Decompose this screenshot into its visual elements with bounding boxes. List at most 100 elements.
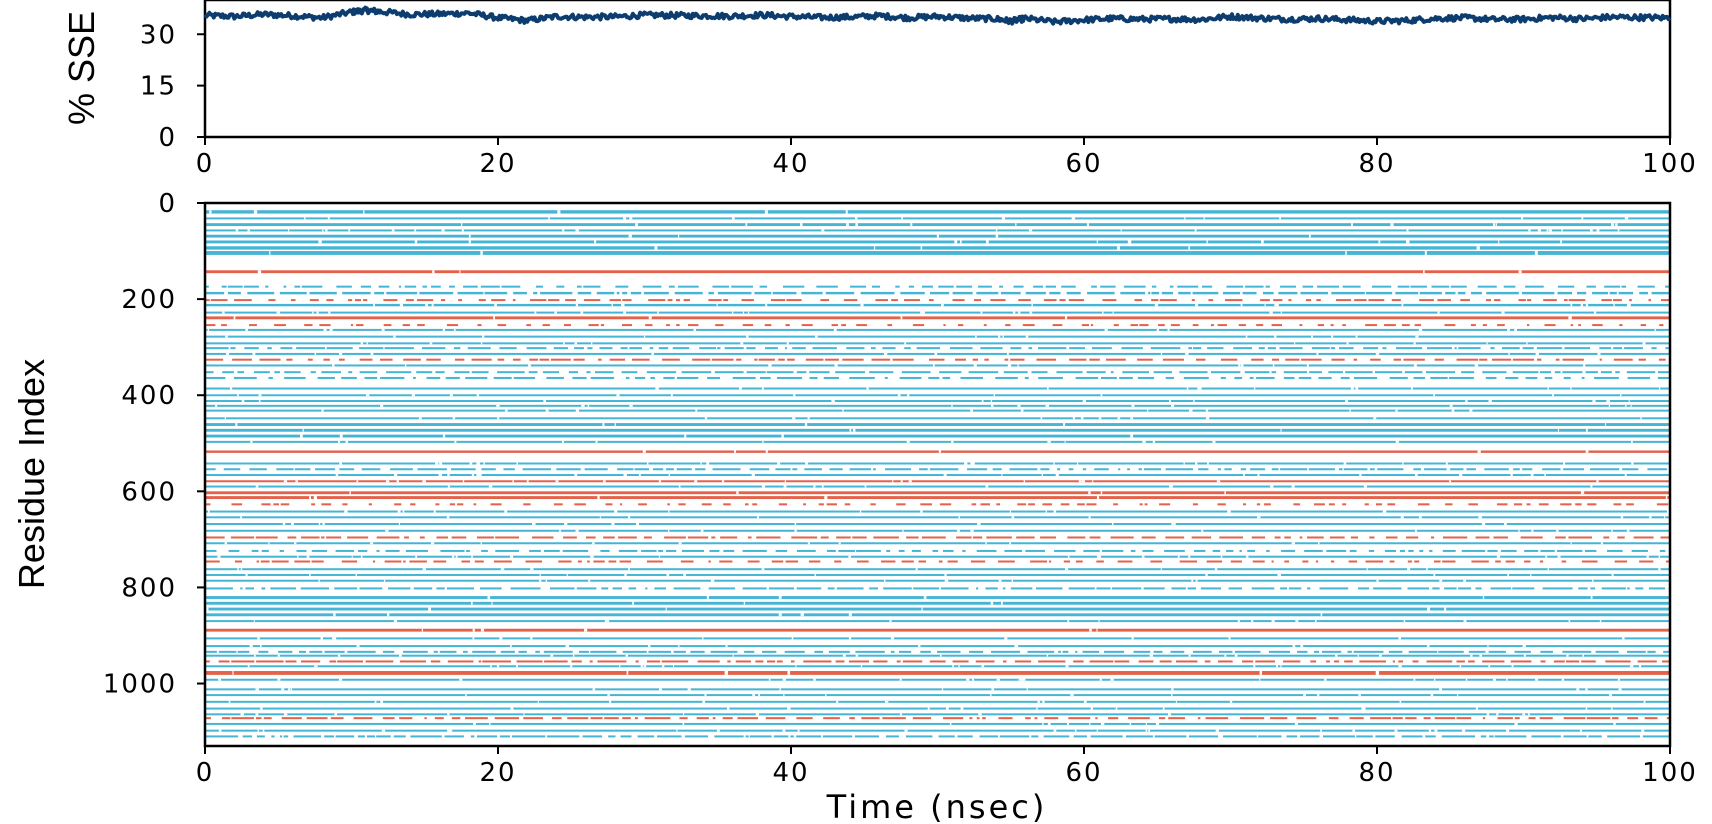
residue-band-strand (206, 555, 1669, 558)
residue-band-strand (206, 229, 1669, 232)
x-tick-label: 80 (1358, 149, 1395, 179)
residue-band-strand (206, 587, 1669, 590)
y-tick-label: 0 (158, 123, 177, 153)
residue-band-strand (206, 234, 1669, 238)
x-tick-label: 40 (772, 758, 809, 788)
residue-band-strand (206, 328, 1669, 331)
residue-band-strand (206, 285, 1669, 288)
residue-band-strand (206, 217, 1669, 220)
residue-band-helix (206, 480, 1669, 483)
residue-band-helix (206, 491, 1669, 495)
x-tick-label: 40 (772, 149, 809, 179)
y-tick-label: 200 (121, 285, 177, 315)
residue-band-strand (206, 417, 1669, 420)
residue-band-strand (206, 722, 1669, 725)
residue-band-strand (206, 529, 1669, 532)
residue-band-strand (206, 404, 1669, 407)
residue-band-strand (206, 637, 1669, 640)
residue-band-strand (206, 394, 1669, 397)
residue-band-strand (206, 707, 1669, 710)
x-tick-label: 0 (196, 149, 215, 179)
x-tick-label: 100 (1642, 758, 1698, 788)
residue-band-helix (206, 560, 1669, 563)
residue-band-strand (206, 400, 1669, 403)
residue-band-helix (206, 324, 1664, 327)
residue-band-helix (206, 503, 1669, 506)
residue-band-helix (206, 660, 1669, 663)
sse-series-group (203, 5, 1672, 26)
residue-band-strand (206, 335, 1669, 338)
residue-band-strand (206, 654, 1669, 657)
residue-band-strand (206, 474, 1669, 477)
residue-band-strand (206, 729, 1669, 732)
x-tick-label: 60 (1065, 149, 1102, 179)
residue-band-strand (206, 523, 1669, 526)
residue-band-strand (206, 678, 1669, 681)
residue-band-strand (206, 428, 1669, 432)
residue-band-strand (206, 210, 1669, 214)
residue-band-strand (206, 650, 1669, 653)
residue-band-helix (206, 316, 1669, 320)
residue-band-strand (206, 573, 1669, 576)
x-tick-label: 80 (1358, 758, 1395, 788)
residue-bands-group (206, 210, 1672, 738)
bottom-y-axis: 0 200 400 600 800 1000 (103, 189, 205, 700)
residue-band-helix (206, 496, 1669, 500)
residue-band-strand (206, 468, 1668, 471)
x-tick-label: 100 (1642, 149, 1698, 179)
residue-band-helix (206, 628, 1669, 632)
residue-band-strand (206, 694, 1669, 697)
residue-band-strand (206, 735, 1669, 738)
residue-band-strand (206, 713, 1669, 716)
x-tick-label: 0 (196, 758, 215, 788)
residue-band-strand (206, 601, 1669, 605)
bottom-x-axis: 0 20 40 60 80 100 (196, 746, 1698, 788)
top-x-axis: 0 20 40 60 80 100 (196, 137, 1698, 179)
y-tick-label: 0 (158, 189, 177, 219)
residue-band-strand (206, 303, 1669, 307)
residue-band-strand (206, 251, 1669, 255)
residue-band-helix (206, 717, 1669, 720)
residue-band-strand (206, 568, 1669, 571)
residue-band-strand (206, 462, 1669, 465)
residue-band-helix (206, 671, 1669, 675)
residue-band-strand (206, 387, 1669, 390)
residue-band-strand (206, 364, 1669, 367)
residue-band-strand (206, 246, 1669, 250)
x-tick-label: 60 (1065, 758, 1102, 788)
residue-band-strand (206, 613, 1669, 617)
residue-band-strand (206, 240, 1669, 244)
residue-sse-panel: 0 20 40 60 80 100 0 200 400 600 800 1000 Residue I… (11, 189, 1698, 824)
residue-band-strand (206, 665, 1669, 668)
residue-band-strand (206, 549, 1669, 552)
residue-band-strand (206, 347, 1669, 350)
residue-band-strand (206, 342, 1669, 345)
residue-band-strand (206, 510, 1671, 513)
y-tick-label: 30 (140, 20, 177, 50)
residue-band-strand (206, 645, 1669, 648)
residue-band-helix (206, 270, 1669, 274)
x-tick-label: 20 (479, 758, 516, 788)
bottom-x-axis-title: Time (nsec) (826, 788, 1048, 824)
residue-band-strand (206, 291, 1669, 295)
residue-band-strand (206, 688, 1669, 691)
bottom-y-axis-title: Residue Index (11, 359, 52, 589)
top-y-axis-title: % SSE (61, 11, 102, 125)
residue-band-strand (206, 371, 1669, 374)
residue-band-helix (206, 536, 1669, 539)
residue-band-helix (206, 358, 1666, 361)
y-tick-label: 800 (121, 573, 177, 603)
y-tick-label: 600 (121, 477, 177, 507)
residue-band-strand (206, 516, 1669, 519)
top-y-axis: 0 15 30 (140, 20, 205, 153)
residue-band-strand (206, 542, 1669, 545)
residue-band-strand (206, 311, 1669, 314)
residue-band-helix (206, 450, 1669, 453)
residue-band-strand (206, 579, 1669, 582)
residue-band-strand (206, 700, 1669, 703)
residue-band-strand (206, 596, 1669, 599)
sse-percent-panel: 0 20 40 60 80 100 0 15 30 % SSE (61, 0, 1698, 179)
bottom-plot-frame (203, 201, 1672, 748)
residue-band-strand (206, 376, 1669, 379)
